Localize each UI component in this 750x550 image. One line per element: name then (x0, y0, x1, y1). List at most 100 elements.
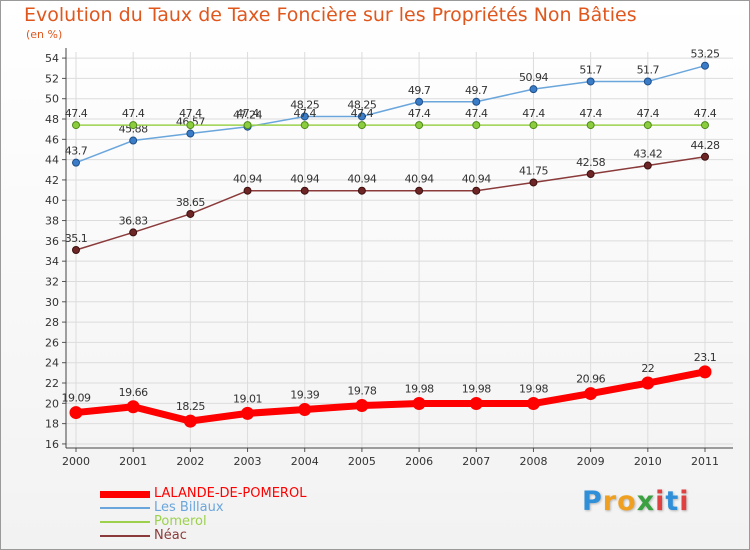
data-label: 47.4 (694, 107, 717, 120)
data-label: 19.09 (62, 392, 91, 405)
data-point (469, 397, 483, 411)
data-point (355, 399, 369, 413)
data-point (698, 365, 712, 379)
y-tick-label: 26 (45, 336, 59, 349)
data-label: 49.7 (408, 84, 431, 97)
data-point (357, 121, 366, 130)
data-point (72, 158, 80, 167)
y-tick-label: 16 (45, 438, 59, 451)
x-tick-label: 2008 (519, 455, 547, 468)
y-tick-label: 34 (45, 255, 59, 268)
legend-swatch (100, 535, 150, 537)
data-point (584, 387, 598, 401)
data-point (69, 406, 83, 420)
data-point (243, 186, 252, 195)
data-point (129, 121, 138, 130)
x-tick-label: 2005 (348, 455, 376, 468)
data-point (72, 246, 80, 254)
data-label: 20.96 (576, 373, 605, 386)
y-tick-label: 30 (45, 296, 59, 309)
series-line-les-billaux (75, 64, 706, 164)
data-label: 40.94 (233, 173, 262, 186)
y-tick-label: 36 (45, 235, 59, 248)
data-point (300, 121, 309, 130)
series-line-lalande-de-pomerol (75, 368, 706, 425)
data-label: 19.98 (519, 383, 548, 396)
data-label: 47.4 (465, 107, 488, 120)
data-point (526, 397, 540, 411)
x-tick-label: 2011 (691, 455, 719, 468)
y-tick-label: 28 (45, 316, 59, 329)
y-tick-label: 18 (45, 418, 59, 431)
data-point (415, 186, 424, 195)
data-point (643, 161, 652, 170)
data-point (529, 85, 538, 94)
y-tick-label: 20 (45, 397, 59, 410)
y-tick-label: 50 (45, 93, 59, 106)
legend-label: Néac (154, 528, 187, 543)
logo-letter: i (655, 486, 666, 517)
data-point (415, 121, 424, 130)
data-point (300, 186, 309, 195)
data-label: 18.25 (176, 400, 205, 413)
data-label: 38.65 (176, 196, 205, 209)
data-label: 47.4 (522, 107, 545, 120)
y-tick-label: 38 (45, 215, 59, 228)
data-point (300, 112, 309, 121)
data-label: 42.58 (576, 156, 605, 169)
data-point (129, 228, 138, 237)
data-label: 47.4 (179, 107, 202, 120)
y-tick-label: 24 (45, 357, 59, 370)
data-point (186, 209, 195, 218)
y-tick-label: 44 (45, 154, 59, 167)
data-point (183, 414, 197, 428)
logo-letter: r (602, 486, 618, 517)
data-point (472, 121, 481, 130)
logo-letter: P (582, 486, 603, 517)
data-label: 40.94 (405, 173, 434, 186)
data-label: 47.4 (293, 107, 316, 120)
data-point (412, 397, 426, 411)
y-tick-label: 46 (45, 133, 59, 146)
data-label: 19.01 (233, 392, 262, 405)
data-label: 50.94 (519, 71, 548, 84)
data-label: 49.7 (465, 84, 488, 97)
data-label: 19.66 (119, 386, 148, 399)
x-tick-label: 2003 (234, 455, 262, 468)
data-label: 40.94 (462, 173, 491, 186)
data-label: 41.75 (519, 164, 548, 177)
legend-swatch (100, 521, 150, 523)
data-point (243, 121, 252, 130)
legend-swatch (100, 507, 150, 509)
proxiti-logo: Proxiti (582, 486, 690, 517)
chart-title: Evolution du Taux de Taxe Foncière sur l… (24, 4, 637, 26)
data-label: 53.25 (691, 48, 720, 61)
legend-label: LALANDE-DE-POMEROL (154, 486, 307, 501)
data-label: 51.7 (579, 63, 602, 76)
data-label: 47.4 (236, 107, 259, 120)
data-point (415, 97, 424, 106)
data-point (701, 121, 709, 130)
data-label: 44.28 (691, 139, 720, 152)
y-tick-label: 32 (45, 275, 59, 288)
x-tick-label: 2007 (462, 455, 490, 468)
data-label: 48.25 (347, 98, 376, 111)
data-point (586, 77, 595, 86)
data-point (643, 77, 652, 86)
legend-label: Les Billaux (154, 500, 224, 515)
x-tick-label: 2001 (119, 455, 147, 468)
y-tick-label: 40 (45, 194, 59, 207)
data-label: 47.4 (579, 107, 602, 120)
data-label: 48.25 (290, 98, 319, 111)
legend-label: Pomerol (154, 514, 207, 529)
data-label: 40.94 (290, 173, 319, 186)
data-point (129, 136, 138, 145)
data-point (357, 112, 366, 121)
data-point (298, 403, 312, 417)
data-label: 19.39 (290, 389, 319, 402)
data-label: 43.42 (633, 148, 662, 161)
data-point (529, 121, 538, 130)
data-point (472, 186, 481, 195)
logo-letter: x (636, 486, 656, 517)
